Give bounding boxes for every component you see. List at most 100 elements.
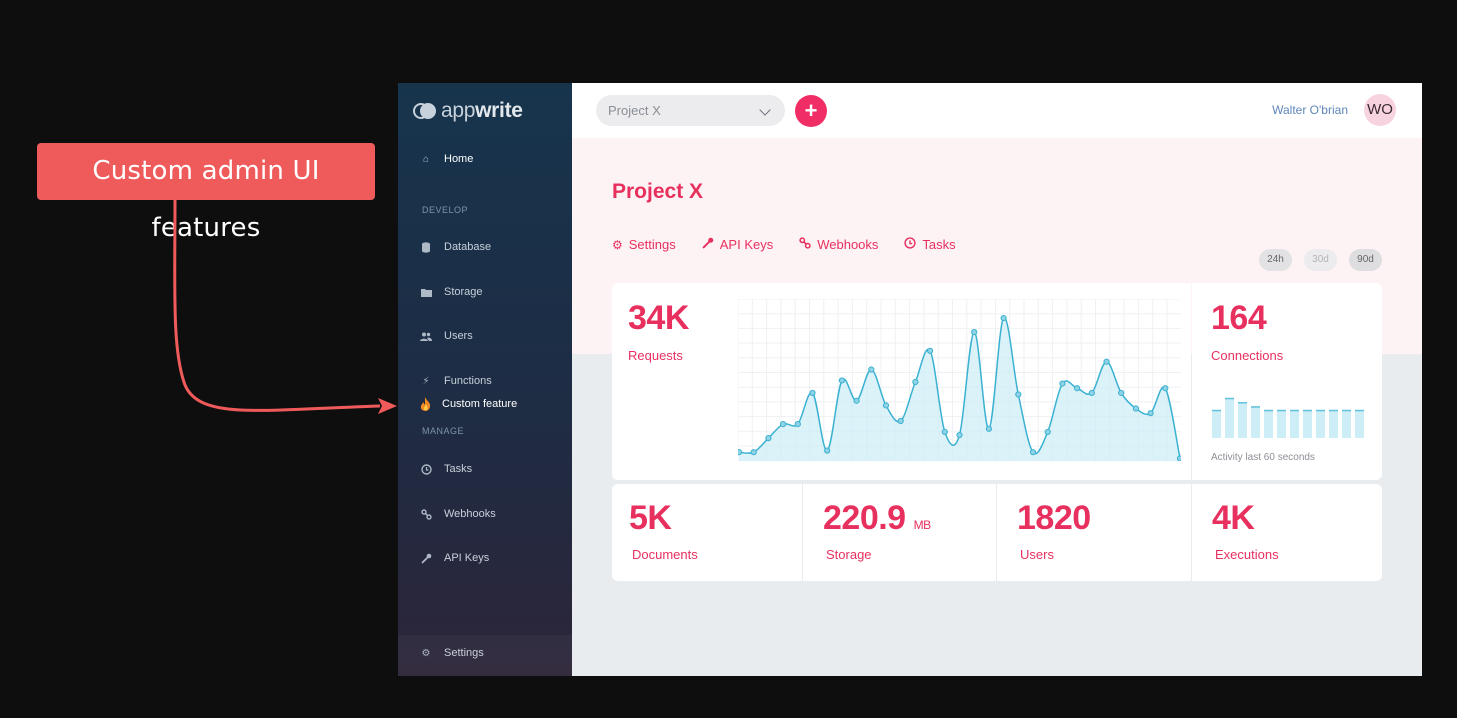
key-icon [420, 552, 432, 564]
sidebar: appwrite ⌂ Home DEVELOP Database Storage… [398, 83, 572, 676]
chart-point [956, 431, 963, 439]
chart-point [882, 402, 890, 409]
storage-unit: MB [913, 518, 932, 532]
chart-point [1059, 380, 1066, 387]
chart-point [1176, 455, 1181, 461]
top-bar: Project X + Walter O'brian WO [572, 83, 1422, 138]
chart-area-fill [739, 317, 1180, 461]
project-select[interactable]: Project X [596, 95, 785, 126]
database-icon [420, 241, 432, 253]
bar [1290, 409, 1299, 438]
sidebar-item-home[interactable]: ⌂ Home [420, 153, 473, 165]
requests-chart [738, 299, 1181, 461]
avatar[interactable]: WO [1364, 94, 1396, 126]
sidebar-footer [398, 635, 572, 676]
tab-api-keys[interactable]: API Keys [702, 237, 773, 252]
chart-point [1000, 314, 1007, 322]
sidebar-item-custom-feature[interactable]: Custom feature [419, 397, 517, 411]
bar-top [1238, 402, 1247, 404]
chart-point [853, 397, 860, 404]
chart-point [1147, 410, 1154, 417]
chart-point [765, 435, 772, 442]
bar-top [1264, 409, 1273, 412]
section-manage: MANAGE [422, 426, 465, 436]
sidebar-item-functions[interactable]: ⚡ Functions [420, 375, 491, 387]
bar-top [1290, 409, 1299, 412]
annotation-callout: Custom admin UI features [37, 143, 375, 243]
storage-card: 220.9 MB Storage [803, 484, 996, 581]
clock-icon [420, 463, 432, 475]
link-icon [799, 237, 811, 252]
gear-icon: ⚙ [612, 237, 623, 252]
range-90d-button[interactable]: 90d [1349, 249, 1382, 271]
sidebar-item-storage[interactable]: Storage [420, 286, 483, 298]
chart-point [1015, 391, 1022, 398]
sidebar-item-database[interactable]: Database [420, 241, 491, 253]
appwrite-logo-icon [413, 103, 437, 119]
bar-top [1342, 409, 1351, 412]
requests-value: 34K [628, 299, 689, 337]
sidebar-item-users[interactable]: Users [420, 330, 473, 342]
bar [1355, 409, 1364, 438]
executions-label: Executions [1215, 547, 1279, 562]
sidebar-item-api-keys[interactable]: API Keys [420, 552, 489, 564]
range-30d-button[interactable]: 30d [1304, 249, 1337, 271]
connections-bar-chart [1212, 397, 1364, 438]
executions-card: 4K Executions [1192, 484, 1382, 581]
chart-point [1162, 385, 1169, 392]
users-label: Users [1020, 547, 1054, 562]
documents-value: 5K [629, 499, 672, 537]
tab-settings[interactable]: ⚙ Settings [612, 237, 676, 252]
storage-value: 220.9 MB [823, 499, 932, 537]
bar [1251, 406, 1260, 438]
chart-point [1132, 405, 1139, 412]
tab-webhooks[interactable]: Webhooks [799, 237, 878, 252]
documents-card: 5K Documents [612, 484, 802, 581]
key-icon [702, 237, 714, 252]
connections-value: 164 [1211, 299, 1267, 337]
sidebar-item-webhooks[interactable]: Webhooks [420, 508, 496, 520]
connections-caption: Activity last 60 seconds [1211, 452, 1315, 463]
connections-card: 164 Connections Activity last 60 seconds [1192, 283, 1382, 480]
chevron-down-icon [759, 104, 771, 116]
users-icon [420, 330, 432, 342]
time-range-selector: 24h 30d 90d [1247, 249, 1382, 271]
bar [1303, 409, 1312, 438]
requests-label: Requests [628, 348, 683, 363]
add-project-button[interactable]: + [795, 95, 827, 127]
bar [1342, 409, 1351, 438]
documents-label: Documents [632, 547, 698, 562]
chart-point [1074, 385, 1081, 392]
bar [1316, 409, 1325, 438]
chart-point [985, 425, 992, 432]
home-icon: ⌂ [422, 153, 430, 165]
chart-point [868, 366, 875, 373]
appwrite-console: appwrite ⌂ Home DEVELOP Database Storage… [398, 83, 1422, 676]
project-tabs: ⚙ Settings API Keys Webhooks Tasks [612, 237, 982, 252]
users-card: 1820 Users [997, 484, 1191, 581]
bar [1212, 409, 1221, 438]
tab-tasks[interactable]: Tasks [904, 237, 956, 252]
chart-point [941, 428, 948, 436]
folder-icon [420, 286, 432, 298]
executions-value: 4K [1212, 499, 1255, 537]
bar-top [1251, 406, 1260, 408]
sidebar-item-settings[interactable]: ⚙ Settings [421, 647, 484, 659]
chart-point [838, 377, 846, 384]
users-value: 1820 [1017, 499, 1091, 537]
chart-point [971, 328, 978, 336]
chart-point [738, 449, 743, 456]
bar-top [1277, 409, 1286, 412]
chart-point [780, 421, 787, 428]
chart-point [824, 447, 831, 454]
link-icon [420, 508, 432, 520]
appwrite-logo[interactable]: appwrite [413, 99, 523, 123]
range-24h-button[interactable]: 24h [1259, 249, 1292, 271]
user-name[interactable]: Walter O'brian [1272, 103, 1348, 117]
connections-label: Connections [1211, 348, 1284, 363]
sidebar-item-tasks[interactable]: Tasks [420, 463, 472, 475]
storage-label: Storage [826, 547, 872, 562]
chart-point [1088, 389, 1095, 397]
chart-point [1118, 389, 1125, 397]
